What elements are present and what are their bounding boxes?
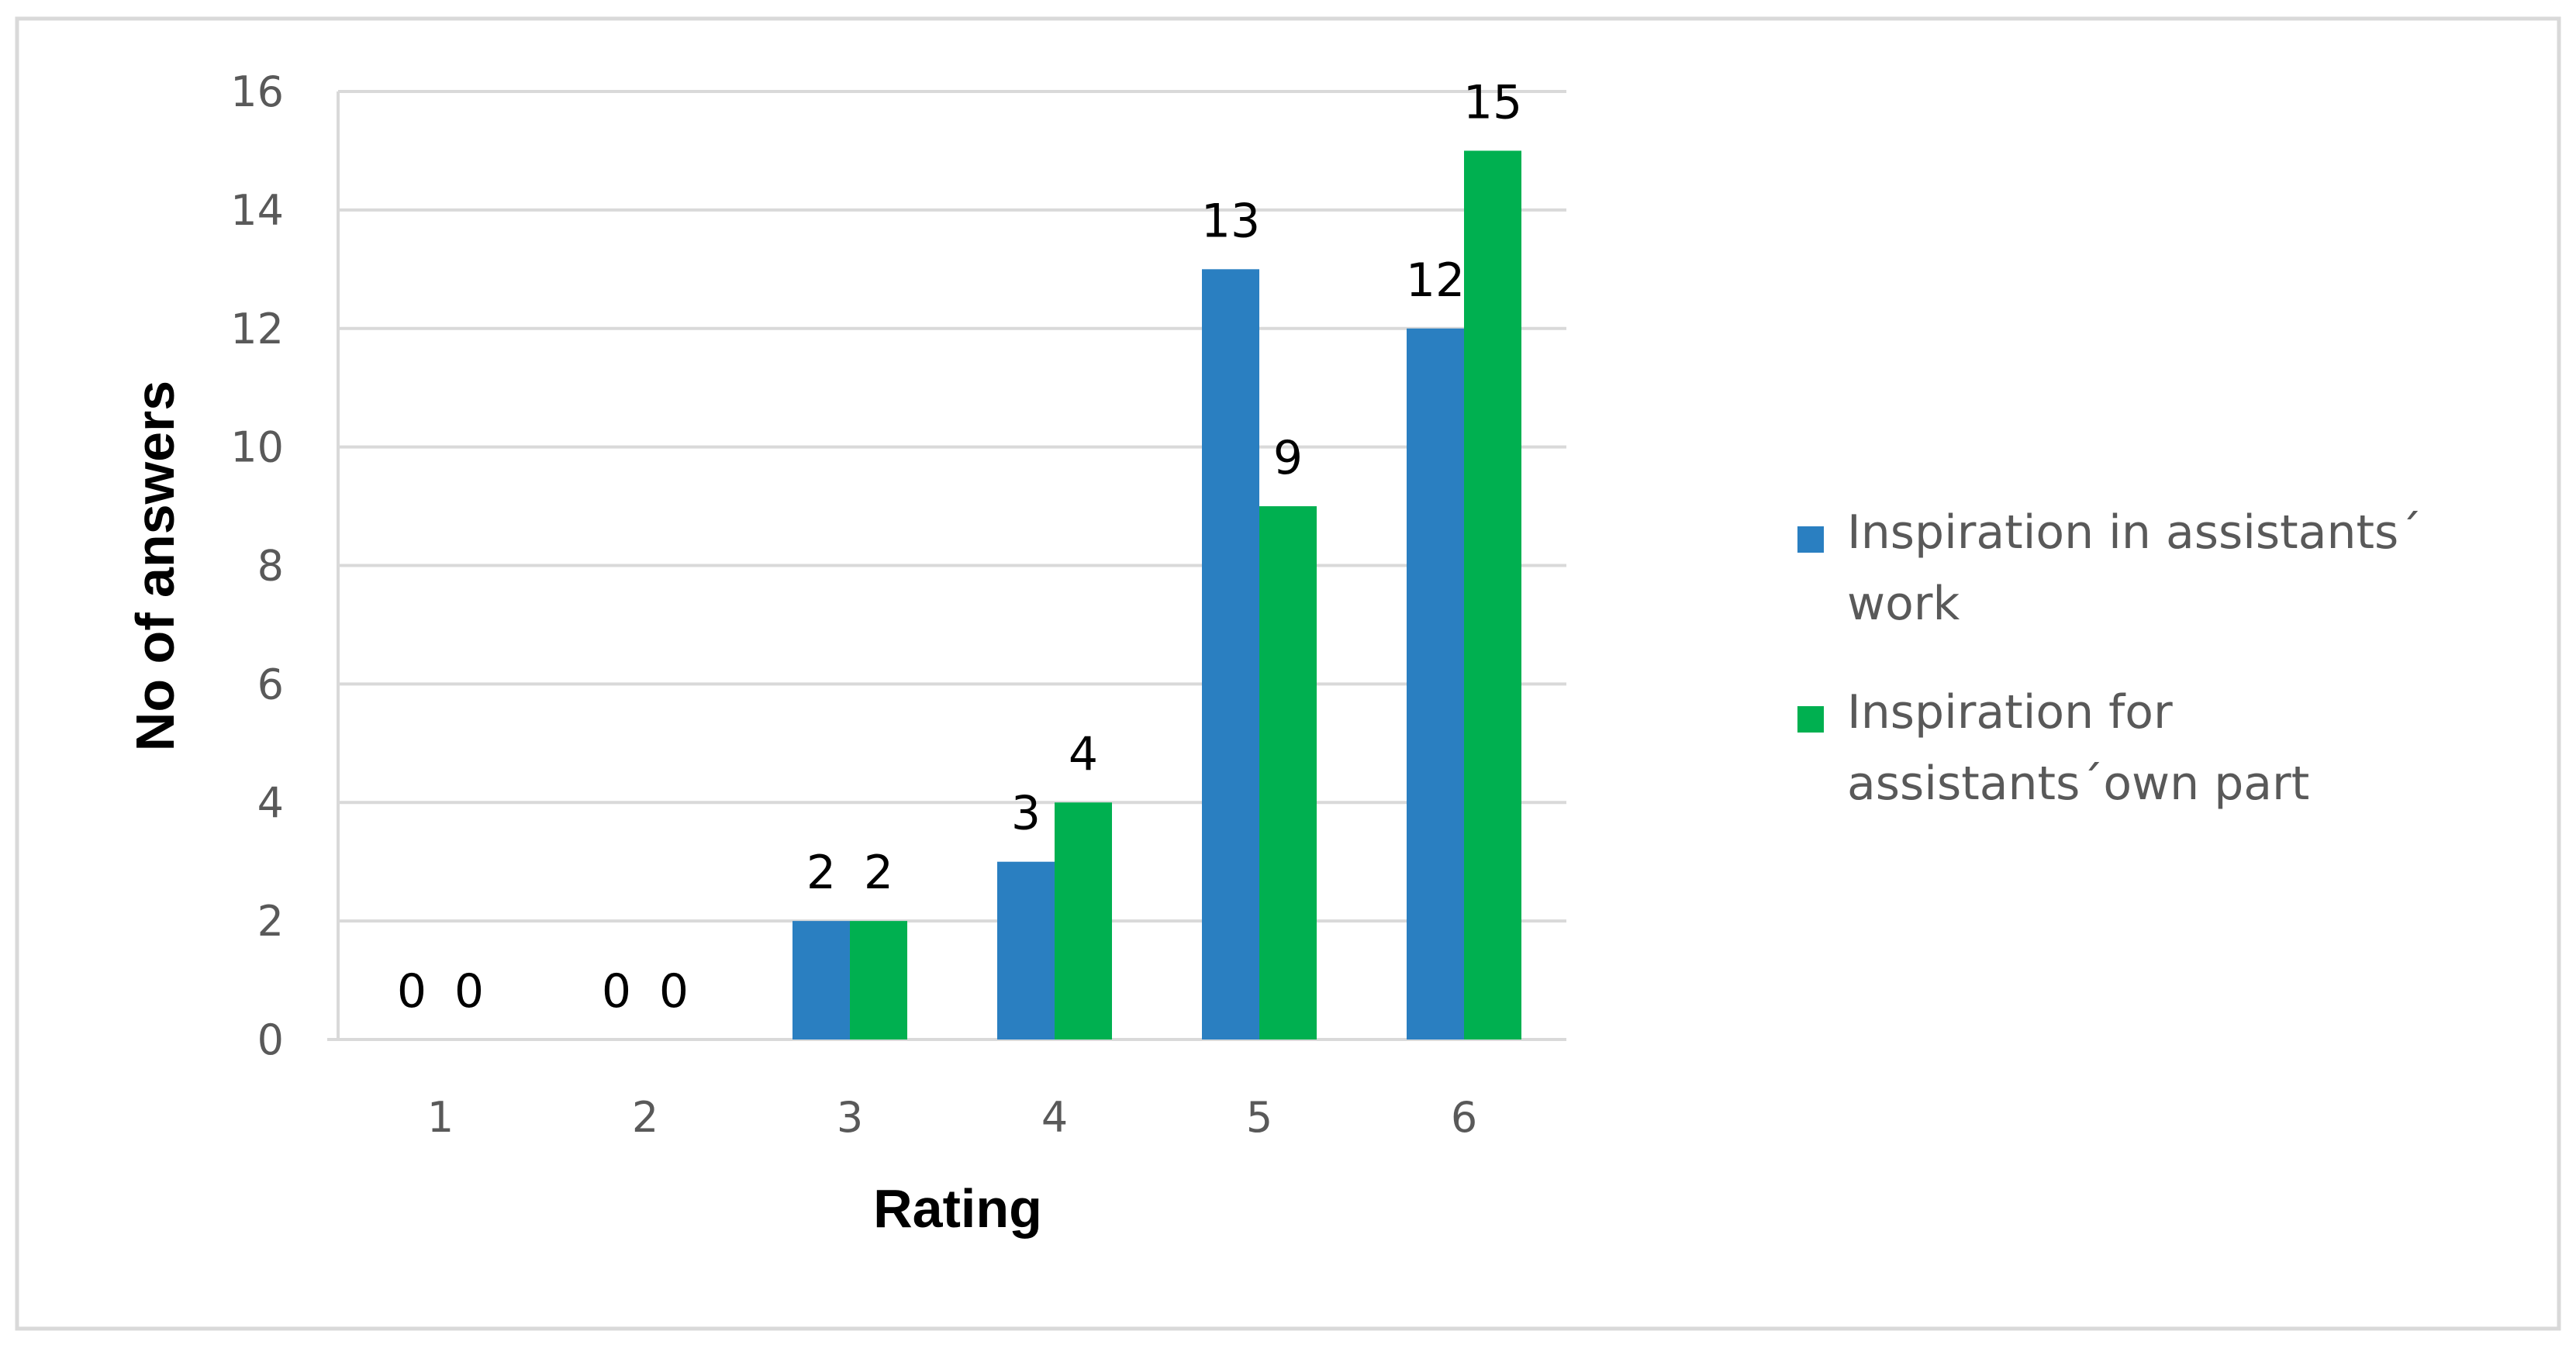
y-tick-label: 14	[230, 186, 284, 235]
bar-assistants-own-part	[850, 921, 907, 1039]
x-axis-title: Rating	[873, 1178, 1042, 1239]
legend-swatch	[1797, 706, 1824, 733]
bar-assistants-own-part	[1259, 506, 1317, 1039]
data-label: 2	[806, 846, 836, 900]
y-axis-title: No of answers	[125, 381, 185, 751]
x-tick-label: 4	[1041, 1093, 1068, 1142]
legend-label: Inspiration in assistants´ work	[1847, 505, 2422, 631]
x-tick-label: 1	[427, 1093, 454, 1142]
legend-label: Inspiration for assistants´own part	[1847, 685, 2309, 811]
data-label: 0	[602, 964, 631, 1019]
data-label: 12	[1406, 253, 1465, 308]
legend-swatch	[1797, 526, 1824, 553]
y-tick-label: 4	[257, 778, 284, 827]
data-label: 2	[864, 846, 893, 900]
y-tick-label: 16	[230, 67, 284, 116]
data-label: 13	[1201, 194, 1260, 248]
legend-label-line: work	[1847, 577, 1960, 631]
x-tick-label: 5	[1246, 1093, 1272, 1142]
legend: Inspiration in assistants´ workInspiratio…	[1797, 505, 2422, 811]
data-label: 9	[1273, 431, 1303, 485]
bar-assistants-own-part	[1055, 802, 1112, 1039]
data-label: 0	[454, 964, 484, 1019]
legend-label-line: Inspiration for	[1847, 685, 2173, 740]
gridlines	[338, 90, 1566, 923]
data-label: 4	[1069, 727, 1098, 781]
data-label: 0	[659, 964, 689, 1019]
bar-assistants-work	[1202, 269, 1259, 1039]
y-tick-label: 12	[230, 305, 284, 353]
x-tick-label: 2	[632, 1093, 658, 1142]
bar-assistants-work	[997, 861, 1055, 1039]
y-tick-label: 2	[257, 897, 284, 946]
y-tick-label: 0	[257, 1015, 284, 1064]
data-label: 15	[1463, 75, 1522, 129]
bar-assistants-own-part	[1464, 150, 1521, 1039]
data-label: 3	[1011, 787, 1041, 841]
x-tick-label: 3	[837, 1093, 863, 1142]
y-tick-label: 6	[257, 660, 284, 708]
x-tick-label: 6	[1451, 1093, 1477, 1142]
legend-label-line: Inspiration in assistants´	[1847, 505, 2422, 560]
y-tick-label: 8	[257, 542, 284, 591]
legend-label-line: assistants´own part	[1847, 757, 2309, 811]
bar-assistants-work	[1407, 328, 1464, 1039]
y-tick-label: 10	[230, 423, 284, 472]
bar-assistants-work	[792, 921, 850, 1039]
data-label: 0	[397, 964, 426, 1019]
bars	[792, 150, 1521, 1039]
